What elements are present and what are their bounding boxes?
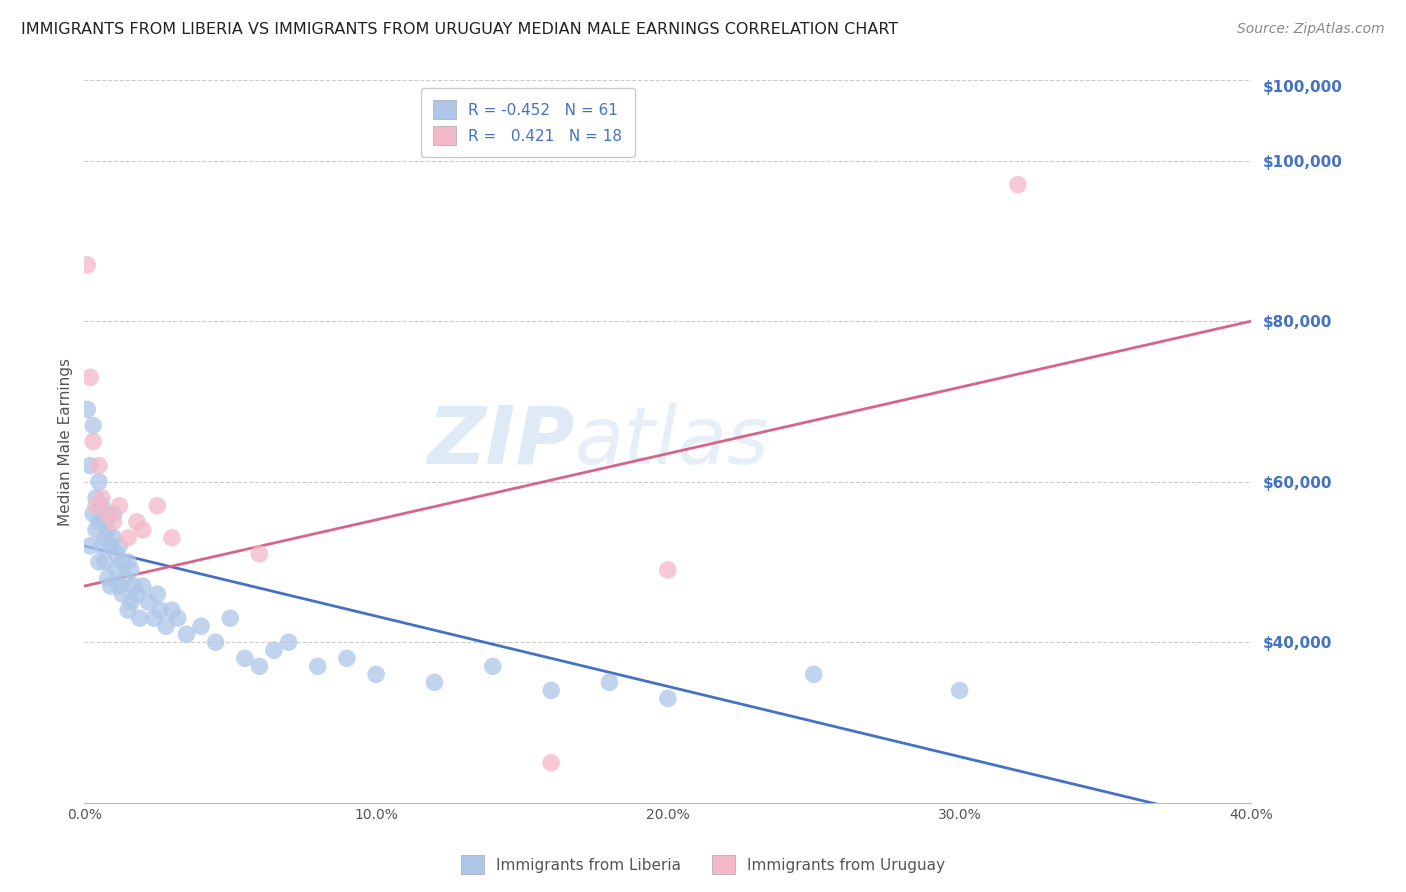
Text: $100,000: $100,000 (1263, 80, 1343, 95)
Point (366, 667, 388, 681)
Point (79, 458, 101, 473)
Point (120, 563, 142, 577)
Point (84, 491, 107, 505)
Point (82, 507, 104, 521)
Point (108, 539, 131, 553)
Point (143, 611, 166, 625)
Point (97, 571, 120, 585)
Point (117, 555, 139, 569)
Point (87, 555, 110, 569)
Point (146, 499, 169, 513)
Point (125, 587, 148, 601)
Point (97, 507, 120, 521)
Point (117, 603, 139, 617)
Point (76, 402, 98, 417)
Point (204, 635, 226, 649)
Point (657, 691, 679, 706)
Point (249, 547, 271, 561)
Point (120, 595, 142, 609)
Point (482, 659, 505, 673)
Point (149, 603, 172, 617)
Point (263, 643, 285, 657)
Point (84, 499, 107, 513)
Point (190, 619, 212, 633)
Legend: R = -0.452   N = 61, R =   0.421   N = 18: R = -0.452 N = 61, R = 0.421 N = 18 (420, 88, 634, 157)
Point (105, 563, 128, 577)
Point (949, 683, 972, 698)
Text: ZIP: ZIP (427, 402, 575, 481)
Point (82, 434, 104, 449)
Point (146, 587, 169, 601)
Point (176, 627, 198, 641)
Text: IMMIGRANTS FROM LIBERIA VS IMMIGRANTS FROM URUGUAY MEDIAN MALE EARNINGS CORRELAT: IMMIGRANTS FROM LIBERIA VS IMMIGRANTS FR… (21, 22, 898, 37)
Point (166, 611, 188, 625)
Point (160, 603, 183, 617)
Point (117, 531, 139, 545)
Text: Source: ZipAtlas.com: Source: ZipAtlas.com (1237, 22, 1385, 37)
Point (100, 579, 122, 593)
Point (111, 555, 134, 569)
Point (94, 555, 117, 569)
Point (423, 675, 446, 690)
Point (125, 515, 148, 529)
Point (108, 499, 131, 513)
Point (114, 571, 136, 585)
Point (94, 515, 117, 529)
Point (657, 563, 679, 577)
Point (132, 523, 155, 537)
Point (103, 507, 125, 521)
Point (79, 539, 101, 553)
Point (540, 756, 562, 770)
Point (103, 515, 125, 529)
Point (138, 595, 160, 609)
Point (1007, 178, 1029, 192)
Point (803, 667, 825, 681)
Point (540, 683, 562, 698)
Point (87, 475, 110, 489)
Point (111, 587, 134, 601)
Point (219, 611, 242, 625)
Text: atlas: atlas (575, 402, 769, 481)
Point (155, 619, 177, 633)
Point (97, 523, 120, 537)
Point (79, 370, 101, 384)
Point (249, 659, 271, 673)
Point (90, 491, 112, 505)
Point (105, 547, 128, 561)
Point (132, 579, 155, 593)
Legend: Immigrants from Liberia, Immigrants from Uruguay: Immigrants from Liberia, Immigrants from… (456, 849, 950, 880)
Point (128, 611, 150, 625)
Y-axis label: Median Male Earnings: Median Male Earnings (58, 358, 73, 525)
Point (87, 458, 110, 473)
Point (108, 579, 131, 593)
Point (122, 579, 145, 593)
Point (277, 635, 299, 649)
Point (90, 539, 112, 553)
Point (103, 531, 125, 545)
Point (94, 531, 117, 545)
Point (82, 418, 104, 433)
Point (336, 651, 359, 665)
Point (100, 539, 122, 553)
Point (87, 515, 110, 529)
Point (307, 659, 329, 673)
Point (90, 499, 112, 513)
Point (76, 258, 98, 272)
Point (233, 651, 256, 665)
Point (84, 523, 107, 537)
Point (160, 531, 183, 545)
Point (599, 675, 621, 690)
